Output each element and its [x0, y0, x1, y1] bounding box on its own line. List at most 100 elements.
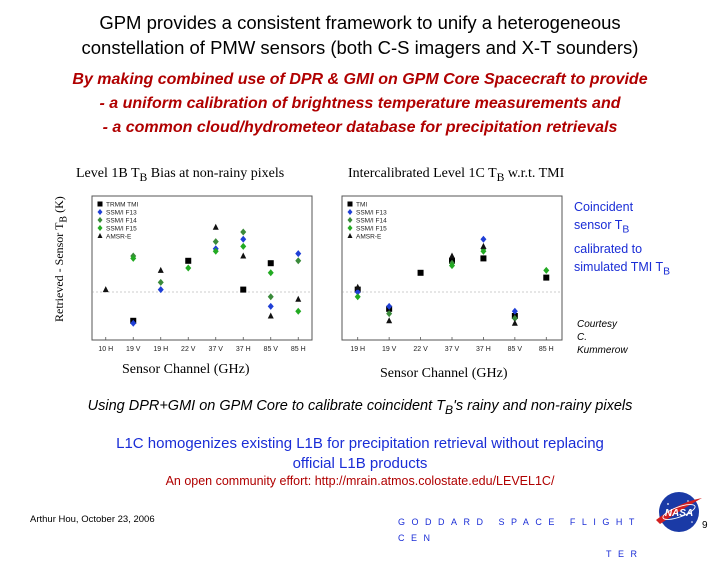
legend-marker: [97, 201, 103, 207]
credit-line-2: C.: [577, 332, 587, 343]
data-point: [386, 302, 393, 310]
data-point: [511, 319, 518, 326]
data-point: [130, 254, 137, 262]
legend-label: SSM/I F13: [106, 210, 137, 217]
note-line-2: sensor TB: [574, 216, 670, 240]
note-line-1: Coincident: [574, 200, 634, 214]
left-plot-title-text: Level 1B T: [76, 166, 140, 181]
using-line-b: 's rainy and non-rainy pixels: [453, 398, 633, 414]
note-line-4-sub: B: [663, 266, 671, 277]
slide-subtitle: By making combined use of DPR & GMI on G…: [0, 68, 720, 140]
legend-marker: [347, 209, 353, 215]
x-tick-label: 22 V: [181, 346, 196, 353]
calibration-note: Coincident sensor TB calibrated to simul…: [574, 198, 670, 281]
legend-label: SSM/I F15: [106, 226, 137, 233]
legend-marker: [347, 217, 353, 223]
data-point: [102, 286, 109, 293]
data-point: [386, 310, 393, 318]
l1c-statement: L1C homogenizes existing L1B for precipi…: [0, 434, 720, 474]
data-point: [267, 260, 274, 267]
x-tick-label: 10 H: [98, 346, 113, 353]
data-point: [157, 266, 164, 273]
x-tick-label: 37 H: [476, 346, 491, 353]
data-point: [212, 247, 219, 255]
legend-label: TRMM TMI: [106, 202, 139, 209]
l1c-line-2: official L1B products: [292, 455, 428, 472]
left-plot-title-rest: Bias at non-rainy pixels: [147, 166, 285, 181]
note-line-4-text: simulated TMI T: [574, 259, 664, 274]
page-number: 9: [702, 520, 708, 531]
data-point: [212, 238, 219, 246]
right-x-axis-label: Sensor Channel (GHz): [380, 366, 508, 381]
data-point: [212, 223, 219, 230]
data-point: [511, 314, 518, 322]
footer-author: Arthur Hou, October 23, 2006: [30, 514, 155, 525]
data-point: [157, 286, 164, 294]
title-line-1: GPM provides a consistent framework to u…: [99, 12, 621, 33]
data-point: [157, 278, 164, 286]
y-axis-label-sub: B: [58, 215, 70, 223]
subtitle-line-1: By making combined use of DPR & GMI on G…: [72, 71, 648, 88]
data-point: [267, 312, 274, 319]
credit-line-1: Courtesy: [577, 319, 618, 330]
x-tick-label: 85 H: [291, 346, 306, 353]
subtitle-line-2: - a uniform calibration of brightness te…: [99, 95, 621, 112]
x-tick-label: 37 H: [236, 346, 251, 353]
legend-label: SSM/I F15: [356, 226, 387, 233]
y-axis-label-text: Retrieved - Sensor T: [52, 222, 66, 322]
legend-marker: [347, 233, 353, 238]
data-point: [295, 295, 302, 302]
nasa-logo: NASA: [656, 492, 702, 532]
left-plot-title-sub: B: [139, 170, 148, 184]
x-tick-label: 22 V: [413, 346, 428, 353]
data-point: [543, 274, 550, 281]
legend-label: TMI: [356, 202, 367, 209]
data-point: [295, 250, 302, 258]
legend-marker: [97, 233, 103, 238]
note-line-2-text: sensor T: [574, 218, 623, 232]
data-point: [240, 252, 247, 259]
plot-frame: [91, 195, 313, 341]
right-plot-title-rest: w.r.t. TMI: [504, 166, 565, 181]
legend-label: AMSR-E: [106, 234, 132, 241]
data-point: [543, 266, 550, 274]
left-x-axis-label: Sensor Channel (GHz): [122, 362, 250, 377]
slide-title: GPM provides a consistent framework to u…: [0, 10, 720, 60]
legend-marker: [347, 225, 353, 231]
using-line-a: Using DPR+GMI on GPM Core to calibrate c…: [87, 398, 446, 414]
right-plot-title-text: Intercalibrated Level 1C T: [348, 166, 497, 181]
left-chart: 10 H 19 V 19 H 22 V 37 V 37 H 85 V 85 H TRMM TMI…: [91, 195, 313, 353]
x-tick-label: 85 H: [539, 346, 554, 353]
data-point: [354, 293, 361, 301]
legend-label: AMSR-E: [356, 234, 382, 241]
data-point: [354, 288, 361, 296]
note-line-3: calibrated to: [574, 241, 643, 256]
legend-marker: [97, 209, 103, 215]
right-plot-title: Intercalibrated Level 1C TB w.r.t. TMI: [348, 166, 564, 184]
x-tick-label: 37 V: [209, 346, 224, 353]
l1c-line-1: L1C homogenizes existing L1B for precipi…: [116, 435, 604, 452]
data-point: [449, 252, 455, 259]
data-point: [480, 242, 487, 249]
x-tick-label: 19 H: [350, 346, 365, 353]
data-point: [240, 228, 247, 236]
x-tick-label: 37 V: [445, 346, 460, 353]
legend-marker: [97, 225, 103, 231]
data-point: [240, 242, 247, 250]
using-dpr-gmi-line: Using DPR+GMI on GPM Core to calibrate c…: [0, 398, 720, 417]
subtitle-line-3: - a common cloud/hydrometeor database fo…: [102, 119, 618, 136]
data-point: [449, 262, 455, 270]
legend-label: SSM/I F13: [356, 210, 387, 217]
legend-marker: [97, 217, 103, 223]
courtesy-credit: Courtesy C. Kummerow: [577, 318, 628, 357]
left-plot-title: Level 1B TB Bias at non-rainy pixels: [76, 166, 284, 184]
title-line-2: constellation of PMW sensors (both C-S i…: [81, 37, 639, 58]
footer-goddard-line-1: GODDARD SPACE FLIGHT CEN: [398, 517, 641, 543]
using-line-sub: B: [445, 402, 454, 417]
data-point: [295, 257, 302, 265]
x-tick-label: 19 V: [382, 346, 397, 353]
note-line-4: simulated TMI TB: [574, 258, 670, 282]
right-plot-title-sub: B: [496, 170, 505, 184]
x-tick-label: 85 V: [264, 346, 279, 353]
